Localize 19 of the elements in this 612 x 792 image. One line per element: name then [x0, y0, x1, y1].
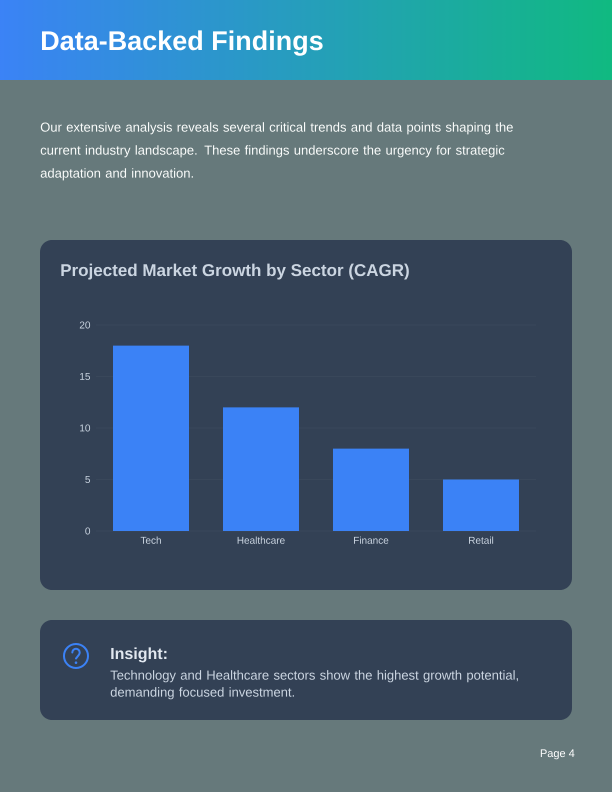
- text: Page 4: [540, 749, 574, 760]
- bar: [332, 448, 409, 531]
- x-tick-label: Tech: [140, 536, 161, 544]
- y-tick-label: 15: [80, 373, 90, 380]
- x-tick-label: Finance: [354, 536, 388, 544]
- text: Technology and Healthcare sectors show the highest growth potential, demanding focused investment.: [110, 670, 518, 700]
- y-tick-label: 10: [80, 424, 90, 432]
- text: Our extensive analysis reveals several critical trends and data points shaping the current industry landscape. These findings underscore the urgency for strategic adaptation and innovation.: [40, 122, 513, 180]
- y-tick-label: 5: [85, 476, 90, 483]
- x-tick-label: Retail: [469, 536, 494, 544]
- bar: [222, 407, 299, 531]
- bar: [113, 346, 189, 531]
- x-tick-label: Healthcare: [238, 536, 285, 544]
- chart-title: Projected Market Growth by Sector (CAGR): [61, 264, 409, 280]
- text: Insight:: [111, 647, 166, 662]
- y-tick-label: 0: [85, 527, 90, 535]
- y-tick-label: 20: [80, 321, 90, 329]
- bar: [442, 479, 519, 531]
- text: Data-Backed Findings: [42, 30, 323, 56]
